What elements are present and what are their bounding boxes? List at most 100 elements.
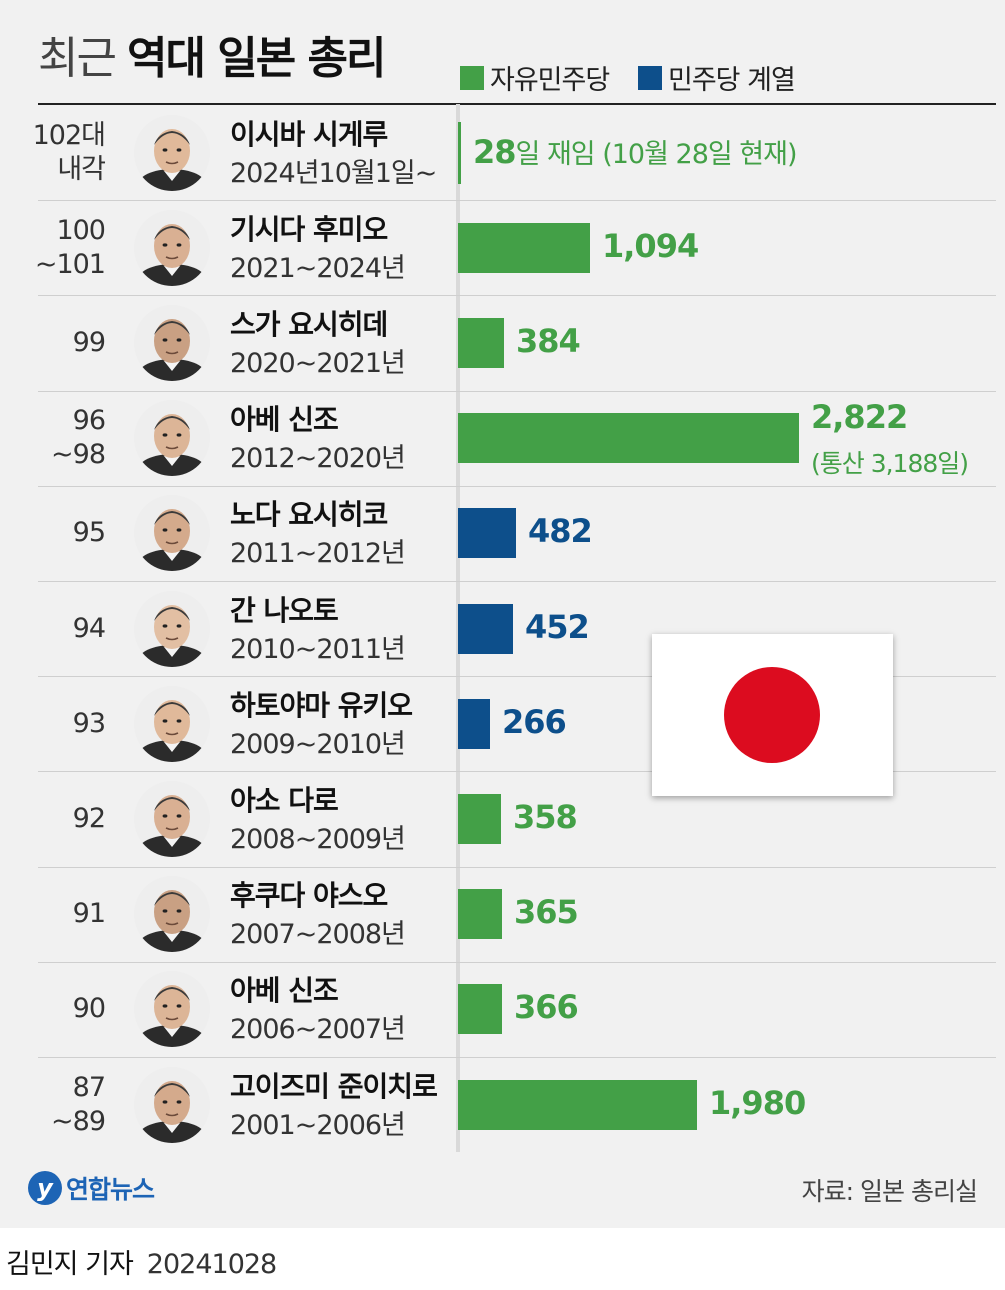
bar — [458, 1080, 698, 1130]
row-separator — [38, 581, 996, 582]
pm-term: 2011~2012년 — [230, 538, 406, 569]
portrait-photo — [134, 686, 210, 762]
cabinet-number: 93 — [72, 708, 106, 739]
bar-value-label: 384 — [516, 322, 581, 360]
legend-ldp-label: 자유민주당 — [490, 65, 610, 96]
bar-value-number: 28 — [473, 133, 517, 171]
portrait-photo — [134, 115, 210, 191]
bar-value-label: 358 — [513, 798, 578, 836]
yonhap-logo: y 연합뉴스 — [28, 1170, 155, 1206]
cabinet-number: 91 — [72, 898, 106, 929]
legend-dpj: 민주당 계열 — [638, 58, 796, 97]
portrait-photo — [134, 210, 210, 286]
row-separator — [38, 486, 996, 487]
bar — [458, 699, 491, 749]
cabinet-number: 96 ~98 — [51, 405, 106, 470]
portrait-photo — [134, 305, 210, 381]
portrait-photo — [134, 971, 210, 1047]
title-light: 최근 — [38, 33, 117, 84]
portrait-photo — [134, 876, 210, 952]
byline: 김민지 기자 20241028 — [6, 1242, 277, 1281]
pm-term: 2006~2007년 — [230, 1014, 406, 1045]
bar-value-number: 366 — [514, 988, 579, 1026]
row-separator — [38, 1057, 996, 1058]
row-separator — [38, 200, 996, 201]
bar-value-number: 384 — [516, 322, 581, 360]
bar-value-label: 482 — [528, 512, 593, 550]
bar — [458, 223, 591, 273]
cabinet-number: 90 — [72, 993, 106, 1024]
cabinet-number: 94 — [72, 613, 106, 644]
bar — [458, 508, 517, 558]
pm-name: 간 나오토 — [230, 594, 339, 627]
portrait-photo — [134, 1067, 210, 1143]
pm-name: 기시다 후미오 — [230, 213, 388, 246]
cabinet-number: 99 — [72, 327, 106, 358]
bar-value-number: 365 — [514, 893, 579, 931]
bar-value-label: 28일 재임 (10월 28일 현재) — [473, 132, 798, 171]
bar — [458, 794, 502, 844]
bar-value-label: 452 — [525, 608, 590, 646]
header-rule — [38, 103, 996, 105]
pm-term: 2007~2008년 — [230, 919, 406, 950]
bar-value-label: 1,094 — [602, 227, 699, 265]
pm-term: 2008~2009년 — [230, 824, 406, 855]
portrait-photo — [134, 781, 210, 857]
pm-term: 2021~2024년 — [230, 253, 406, 284]
publish-date: 20241028 — [146, 1249, 277, 1280]
bar-value-label: 1,980 — [709, 1084, 806, 1122]
flag-sun-circle — [724, 667, 820, 763]
bar — [458, 984, 503, 1034]
pm-term: 2009~2010년 — [230, 729, 406, 760]
pm-term: 2001~2006년 — [230, 1110, 406, 1141]
pm-name: 아베 신조 — [230, 403, 339, 436]
bar — [458, 604, 513, 654]
row-separator — [38, 391, 996, 392]
bar — [458, 318, 505, 368]
bar-value-number: 452 — [525, 608, 590, 646]
pm-term: 2012~2020년 — [230, 443, 406, 474]
pm-name: 후쿠다 야스오 — [230, 879, 388, 912]
bar-value-number: 1,980 — [709, 1084, 806, 1122]
pm-name: 아소 다로 — [230, 784, 339, 817]
pm-name: 이시바 시게루 — [230, 118, 388, 151]
source-note: 자료: 일본 총리실 — [801, 1177, 978, 1206]
cabinet-number: 100 ~101 — [34, 215, 106, 280]
yonhap-logo-icon: y — [28, 1171, 62, 1205]
infographic-card: 최근 역대 일본 총리 자유민주당 민주당 계열 102대 내각 이시바 시게루 2… — [0, 0, 1005, 1228]
japan-flag-image — [652, 634, 893, 796]
legend-ldp: 자유민주당 — [460, 58, 610, 97]
chart-title: 최근 역대 일본 총리 — [38, 22, 386, 86]
pm-name: 하토야마 유키오 — [230, 689, 413, 722]
pm-name: 고이즈미 준이치로 — [230, 1070, 438, 1103]
pm-term: 2024년10월1일~ — [230, 158, 437, 189]
row-separator — [38, 676, 996, 677]
bar-value-number: 1,094 — [602, 227, 699, 265]
pm-term: 2010~2011년 — [230, 634, 406, 665]
legend-ldp-swatch — [460, 65, 484, 90]
bar-value-suffix: 일 재임 (10월 28일 현재) — [515, 139, 798, 170]
bar — [458, 413, 799, 463]
pm-name: 스가 요시히데 — [230, 308, 388, 341]
legend-dpj-label: 민주당 계열 — [668, 65, 796, 96]
row-separator — [38, 295, 996, 296]
bar-value-number: 266 — [502, 703, 567, 741]
portrait-photo — [134, 591, 210, 667]
yonhap-logo-text: 연합뉴스 — [66, 1175, 155, 1204]
cabinet-number: 92 — [72, 803, 106, 834]
bar-value-label: 366 — [514, 988, 579, 1026]
cabinet-number: 87 ~89 — [51, 1072, 106, 1137]
bar-value-label: 266 — [502, 703, 567, 741]
bar-value-number: 2,822 — [811, 398, 908, 436]
bar-value-label: 365 — [514, 893, 579, 931]
pm-name: 노다 요시히코 — [230, 498, 388, 531]
cabinet-number: 95 — [72, 517, 106, 548]
bar-value-number: 482 — [528, 512, 593, 550]
legend-dpj-swatch — [638, 65, 662, 90]
bar-value-label: 2,822 — [811, 398, 908, 436]
row-separator — [38, 962, 996, 963]
bar — [458, 889, 503, 939]
pm-term: 2020~2021년 — [230, 348, 406, 379]
bar — [458, 122, 462, 184]
row-separator — [38, 771, 996, 772]
